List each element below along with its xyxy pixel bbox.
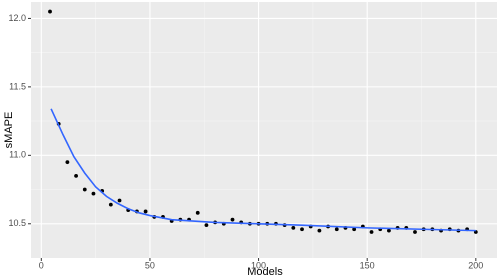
x-tick-label: 150: [360, 260, 375, 270]
point: [369, 230, 374, 234]
point: [300, 227, 304, 232]
point: [143, 209, 148, 214]
point: [352, 227, 357, 232]
y-axis-title: sMAPE: [3, 112, 15, 149]
point: [117, 198, 122, 203]
x-axis-title: Models: [247, 266, 283, 278]
point: [65, 160, 70, 165]
x-tick-label: 100: [251, 260, 266, 270]
point: [413, 230, 417, 234]
point: [230, 217, 235, 222]
plot-background: [31, 2, 497, 258]
x-tick-label: 0: [39, 260, 44, 270]
y-tick-label: 11.5: [9, 81, 26, 91]
point: [91, 191, 96, 196]
point: [108, 202, 113, 207]
point: [195, 210, 200, 215]
point: [48, 9, 52, 14]
point: [204, 223, 209, 228]
point: [74, 173, 78, 178]
point: [291, 225, 296, 230]
point: [334, 227, 339, 232]
x-tick-label: 50: [145, 260, 155, 270]
x-tick-label: 200: [468, 260, 483, 270]
point: [82, 187, 87, 192]
y-tick-label: 11.0: [9, 150, 26, 160]
y-tick-label: 12.0: [8, 13, 26, 23]
point: [387, 228, 391, 233]
y-tick-label: 10.5: [8, 218, 26, 228]
smooth-line: [50, 108, 476, 232]
point: [317, 228, 322, 233]
